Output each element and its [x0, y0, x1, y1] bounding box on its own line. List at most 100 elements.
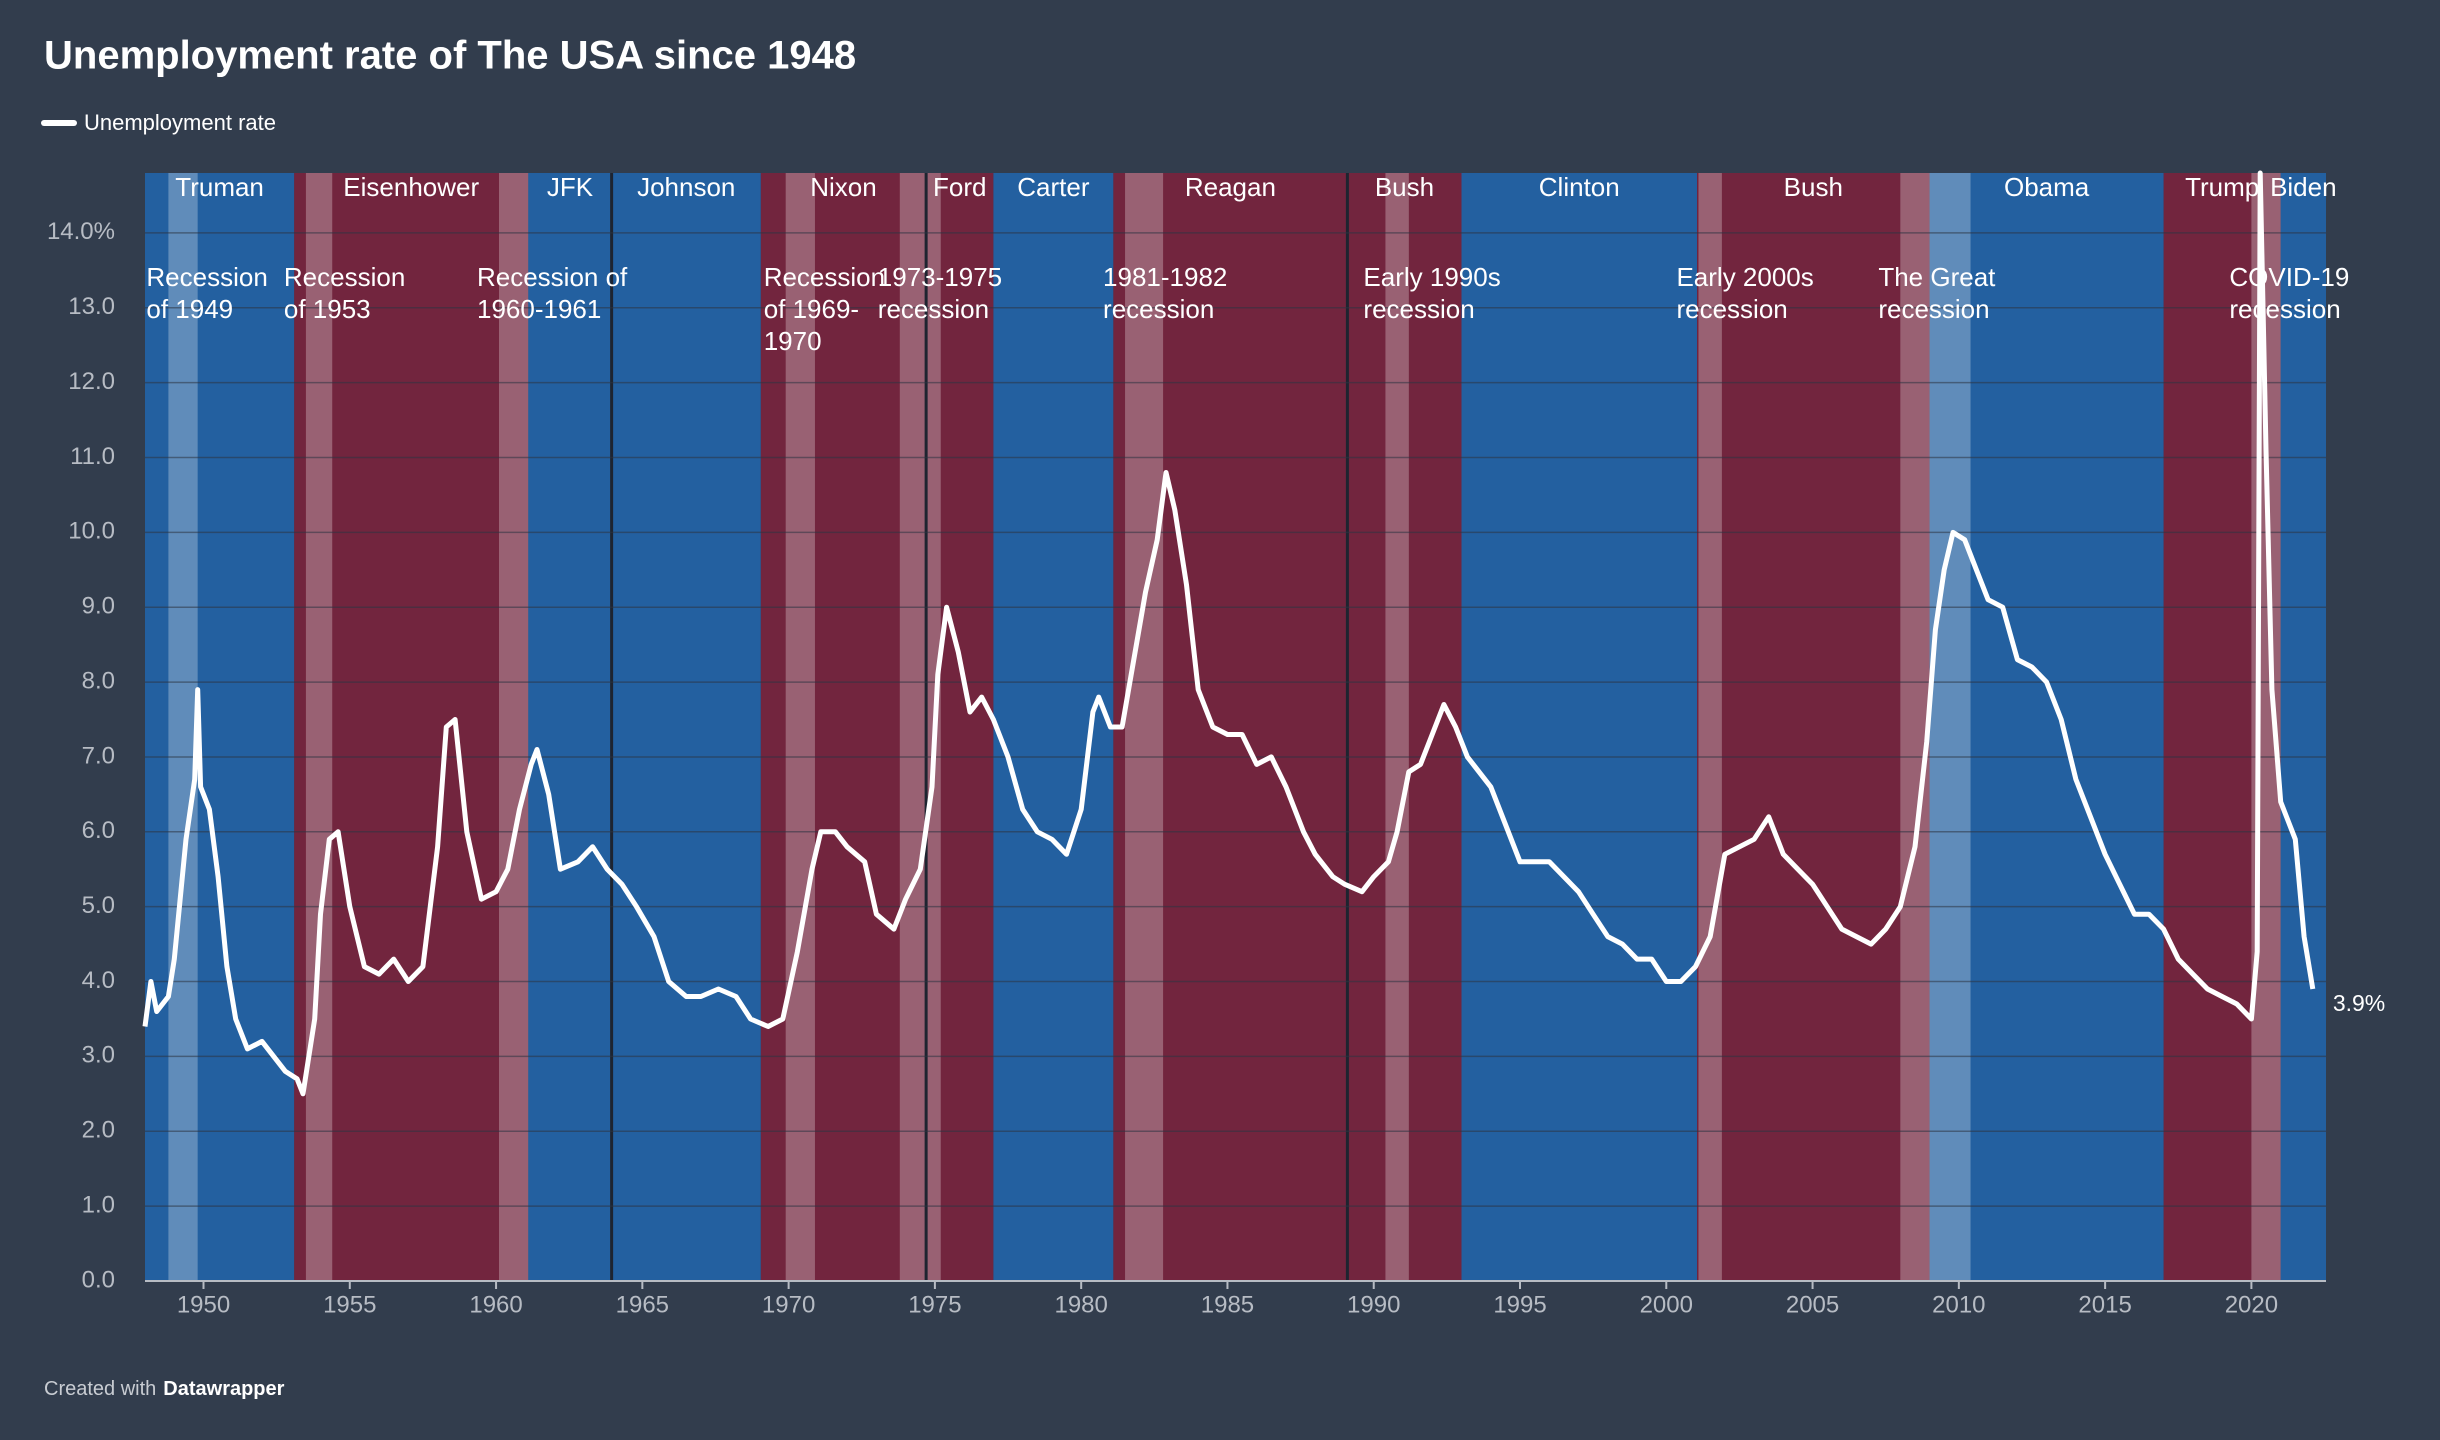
x-tick-label: 2005 — [1786, 1291, 1839, 1318]
data-line — [142, 170, 2316, 1097]
y-tick-label: 3.0 — [82, 1042, 115, 1069]
x-tick-label: 1955 — [323, 1291, 376, 1318]
recession-label-line: 1981-1982 — [1103, 262, 1227, 292]
recession-label: COVID-19 recession — [2229, 262, 2349, 324]
y-tick-label: 1.0 — [82, 1191, 115, 1218]
x-tick-label: 1970 — [762, 1291, 815, 1318]
presidency-label: JFK — [547, 172, 594, 202]
y-tick-label: 14.0% — [47, 218, 115, 245]
recession-label-line: of 1969- — [764, 294, 859, 324]
footer-brand: Datawrapper — [163, 1378, 284, 1400]
y-tick-label: 9.0 — [82, 593, 115, 620]
presidency-label: Ford — [933, 172, 986, 202]
recession-label-line: Early 2000s — [1676, 262, 1813, 292]
y-tick-label: 2.0 — [82, 1117, 115, 1144]
x-tick-label: 1980 — [1054, 1291, 1107, 1318]
presidency-band — [2280, 173, 2326, 1281]
presidency-label: Bush — [1375, 172, 1434, 202]
x-tick-label: 1985 — [1201, 1291, 1254, 1318]
presidency-band — [1929, 173, 2164, 1281]
presidency-label: Biden — [2270, 172, 2337, 202]
presidency-band — [1461, 173, 1698, 1281]
recession-label-line: recession — [2229, 294, 2340, 324]
recession-label-line: of 1949 — [146, 294, 233, 324]
presidency-band — [1113, 173, 1348, 1281]
presidency-band — [294, 173, 529, 1281]
recession-band — [1900, 173, 1971, 1281]
recession-label-line: recession — [878, 294, 989, 324]
recession-band — [305, 173, 333, 1281]
presidency-label: Bush — [1784, 172, 1843, 202]
footer: Created with Datawrapper — [44, 1378, 285, 1400]
recession-label: Recession of 1949 — [146, 262, 267, 324]
y-tick-label: 0.0 — [82, 1266, 115, 1293]
presidency-band — [993, 173, 1114, 1281]
x-tick-label: 2000 — [1640, 1291, 1693, 1318]
recession-label: 1981-1982 recession — [1103, 262, 1227, 324]
y-tick-label: 13.0 — [68, 293, 115, 320]
recession-label-line: recession — [1676, 294, 1787, 324]
x-tick-label: 1950 — [177, 1291, 230, 1318]
x-tick-label: 2010 — [1932, 1291, 1985, 1318]
recession-band — [1698, 173, 1722, 1281]
y-tick-label: 7.0 — [82, 742, 115, 769]
recession-band — [168, 173, 198, 1281]
recession-band — [785, 173, 815, 1281]
x-tick-label: 2020 — [2225, 1291, 2278, 1318]
y-tick-label: 11.0 — [70, 443, 115, 470]
y-tick-label: 6.0 — [82, 817, 115, 844]
x-tick-label: 1990 — [1347, 1291, 1400, 1318]
presidency-band — [528, 173, 612, 1281]
x-tick-label: 1975 — [908, 1291, 961, 1318]
y-tick-label: 10.0 — [68, 518, 115, 545]
y-tick-label: 4.0 — [82, 967, 115, 994]
recession-label-line: Recession of — [477, 262, 628, 292]
presidency-band — [1347, 173, 1462, 1281]
presidency-label: Reagan — [1185, 172, 1276, 202]
recession-label: Recession of 1969-1970 — [764, 262, 885, 356]
presidency-label: Nixon — [810, 172, 876, 202]
y-tick-label: 5.0 — [82, 892, 115, 919]
legend-label: Unemployment rate — [84, 110, 276, 135]
recession-label-line: of 1953 — [284, 294, 371, 324]
y-tick-label: 8.0 — [82, 667, 115, 694]
footer-prefix: Created with — [44, 1378, 156, 1400]
recession-label: Recession of 1960-1961 — [477, 262, 628, 324]
presidency-label: Obama — [2004, 172, 2090, 202]
recession-label: Early 1990s recession — [1363, 262, 1500, 324]
recession-band — [1125, 173, 1164, 1281]
recession-label-line: 1973-1975 — [878, 262, 1002, 292]
recession-label-line: Recession — [764, 262, 885, 292]
presidency-label: Truman — [175, 172, 264, 202]
presidency-band — [611, 173, 761, 1281]
presidency-label: Johnson — [637, 172, 735, 202]
recession-label: The Great recession — [1878, 262, 1996, 324]
recession-label-line: COVID-19 — [2229, 262, 2349, 292]
y-tick-label: 12.0 — [68, 368, 115, 395]
recession-label: Early 2000s recession — [1676, 262, 1813, 324]
recession-label: Recession of 1953 — [284, 262, 405, 324]
x-tick-label: 1960 — [469, 1291, 522, 1318]
presidency-band — [145, 173, 295, 1281]
presidency-band — [760, 173, 927, 1281]
presidency-label: Carter — [1017, 172, 1090, 202]
recession-label-line: Early 1990s — [1363, 262, 1500, 292]
x-tick-label: 1995 — [1493, 1291, 1546, 1318]
chart-title: Unemployment rate of The USA since 1948 — [44, 34, 856, 78]
recession-label-line: recession — [1103, 294, 1214, 324]
end-value-label: 3.9% — [2333, 990, 2385, 1016]
recession-label-line: Recession — [284, 262, 405, 292]
presidency-label: Eisenhower — [343, 172, 479, 202]
presidency-label: Clinton — [1539, 172, 1620, 202]
x-tick-label: 2015 — [2078, 1291, 2131, 1318]
recession-label-line: 1970 — [764, 326, 822, 356]
recession-label: 1973-1975 recession — [878, 262, 1002, 324]
recession-label-line: recession — [1363, 294, 1474, 324]
x-tick-label: 1965 — [616, 1291, 669, 1318]
presidency-band — [1697, 173, 1930, 1281]
recession-band — [1385, 173, 1409, 1281]
recession-label-line: Recession — [146, 262, 267, 292]
recession-label-line: 1960-1961 — [477, 294, 601, 324]
